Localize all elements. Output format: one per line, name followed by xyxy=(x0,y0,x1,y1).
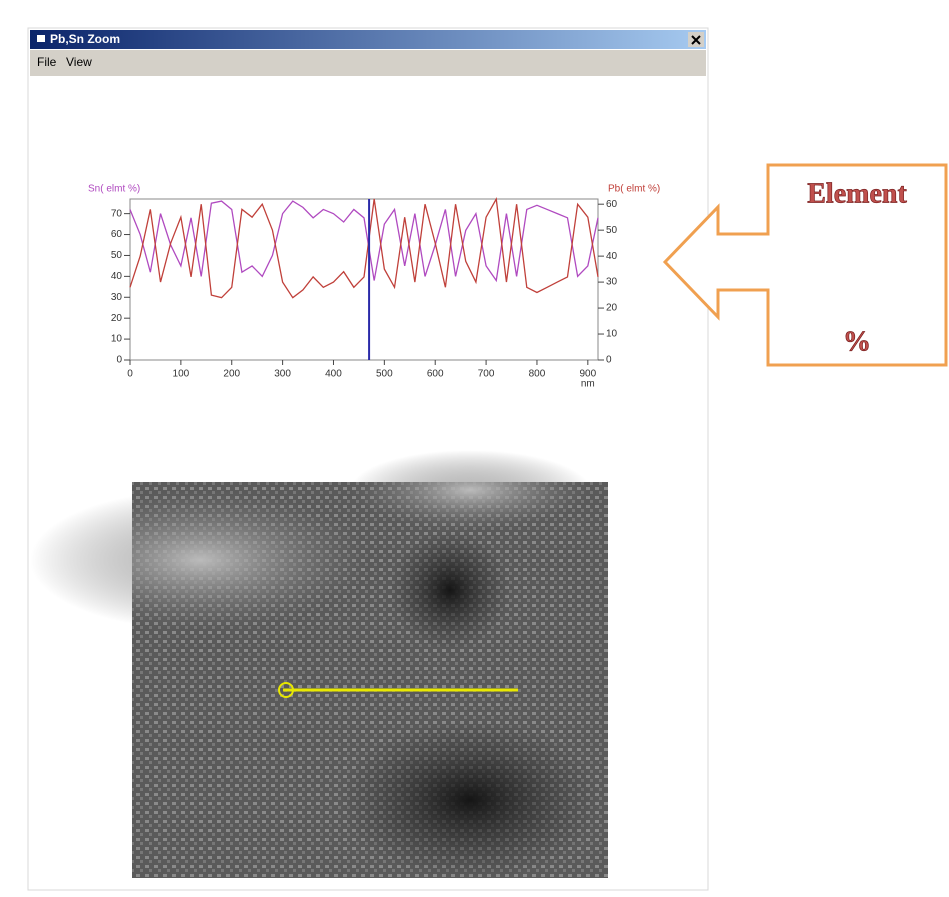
y-tick-label: 30 xyxy=(111,292,123,303)
y2-tick-label: 20 xyxy=(606,303,618,314)
callout-text: % xyxy=(843,326,871,357)
window-title: Pb,Sn Zoom xyxy=(50,32,120,46)
y-tick-label: 20 xyxy=(111,313,123,324)
y2-tick-label: 0 xyxy=(606,355,612,366)
y2-tick-label: 30 xyxy=(606,277,618,288)
y-tick-label: 0 xyxy=(116,355,122,366)
y2-axis-label: Pb( elmt %) xyxy=(608,184,660,195)
x-tick-label: 400 xyxy=(325,369,342,380)
callout-text: Element xyxy=(807,178,907,209)
y2-tick-label: 40 xyxy=(606,251,618,262)
x-tick-label: 600 xyxy=(427,369,444,380)
x-tick-label: 800 xyxy=(529,369,546,380)
y2-tick-label: 60 xyxy=(606,199,618,210)
y-axis-label: Sn( elmt %) xyxy=(88,184,140,195)
menu-item[interactable]: File xyxy=(37,55,57,69)
x-tick-label: 300 xyxy=(274,369,291,380)
x-tick-label: 500 xyxy=(376,369,393,380)
menu-bar xyxy=(30,50,706,76)
window-icon xyxy=(37,35,45,42)
menu-item[interactable]: View xyxy=(66,55,92,69)
y-tick-label: 40 xyxy=(111,271,123,282)
page: Pb,Sn Zoom File View Element % 0 10 20 30 40… xyxy=(0,0,949,897)
x-tick-label: 700 xyxy=(478,369,495,380)
x-tick-label: 100 xyxy=(173,369,190,380)
x-tick-label: 0 xyxy=(127,369,133,380)
screen: Pb,Sn Zoom File View Element % 0 10 20 30 40… xyxy=(0,0,949,892)
y-tick-label: 50 xyxy=(111,250,123,261)
y2-tick-label: 50 xyxy=(606,225,618,236)
y-tick-label: 10 xyxy=(111,334,123,345)
y-tick-label: 60 xyxy=(111,229,123,240)
y2-tick-label: 10 xyxy=(606,329,618,340)
x-axis-label: nm xyxy=(581,379,595,390)
x-tick-label: 200 xyxy=(223,369,240,380)
title-bar xyxy=(30,30,706,49)
y-tick-label: 70 xyxy=(111,208,123,219)
